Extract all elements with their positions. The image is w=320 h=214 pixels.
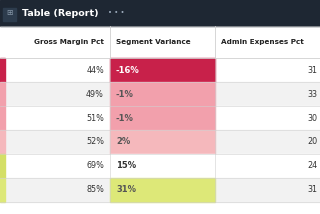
Text: 30: 30 [307,113,317,122]
Text: 31%: 31% [116,186,136,195]
Text: 24: 24 [307,162,317,171]
Bar [110,154,215,178]
Bar [0,26,320,214]
Text: 31: 31 [307,65,317,74]
Text: 49%: 49% [86,89,104,98]
Text: 15%: 15% [116,162,136,171]
Text: Admin Expenses Pct: Admin Expenses Pct [221,39,304,45]
Text: 33: 33 [307,89,317,98]
Text: 51%: 51% [86,113,104,122]
Bar [0,178,320,202]
Text: 52%: 52% [86,138,104,147]
Text: Segment Variance: Segment Variance [116,39,191,45]
Text: -16%: -16% [116,65,140,74]
Text: Table (Report): Table (Report) [22,9,99,18]
Bar [0,82,5,106]
Bar [0,106,5,130]
Text: 31: 31 [307,186,317,195]
Bar [3,8,16,21]
Bar [0,106,320,130]
Text: 44%: 44% [86,65,104,74]
Bar [0,130,320,154]
Text: -1%: -1% [116,89,134,98]
Text: 20: 20 [307,138,317,147]
Bar [110,130,215,154]
Bar [0,82,320,106]
Text: 2%: 2% [116,138,130,147]
Text: • • •: • • • [108,9,124,15]
Bar [110,82,215,106]
Bar [0,58,320,82]
Bar [0,26,320,58]
Bar [110,178,215,202]
Bar [0,0,320,26]
Bar [0,154,5,178]
Text: ⊞: ⊞ [6,8,13,17]
Bar [110,58,215,82]
Bar [0,130,5,154]
Bar [0,58,5,82]
Text: 85%: 85% [86,186,104,195]
Text: -1%: -1% [116,113,134,122]
Bar [110,106,215,130]
Text: Gross Margin Pct: Gross Margin Pct [34,39,104,45]
Text: 69%: 69% [86,162,104,171]
Bar [0,178,5,202]
Bar [0,154,320,178]
